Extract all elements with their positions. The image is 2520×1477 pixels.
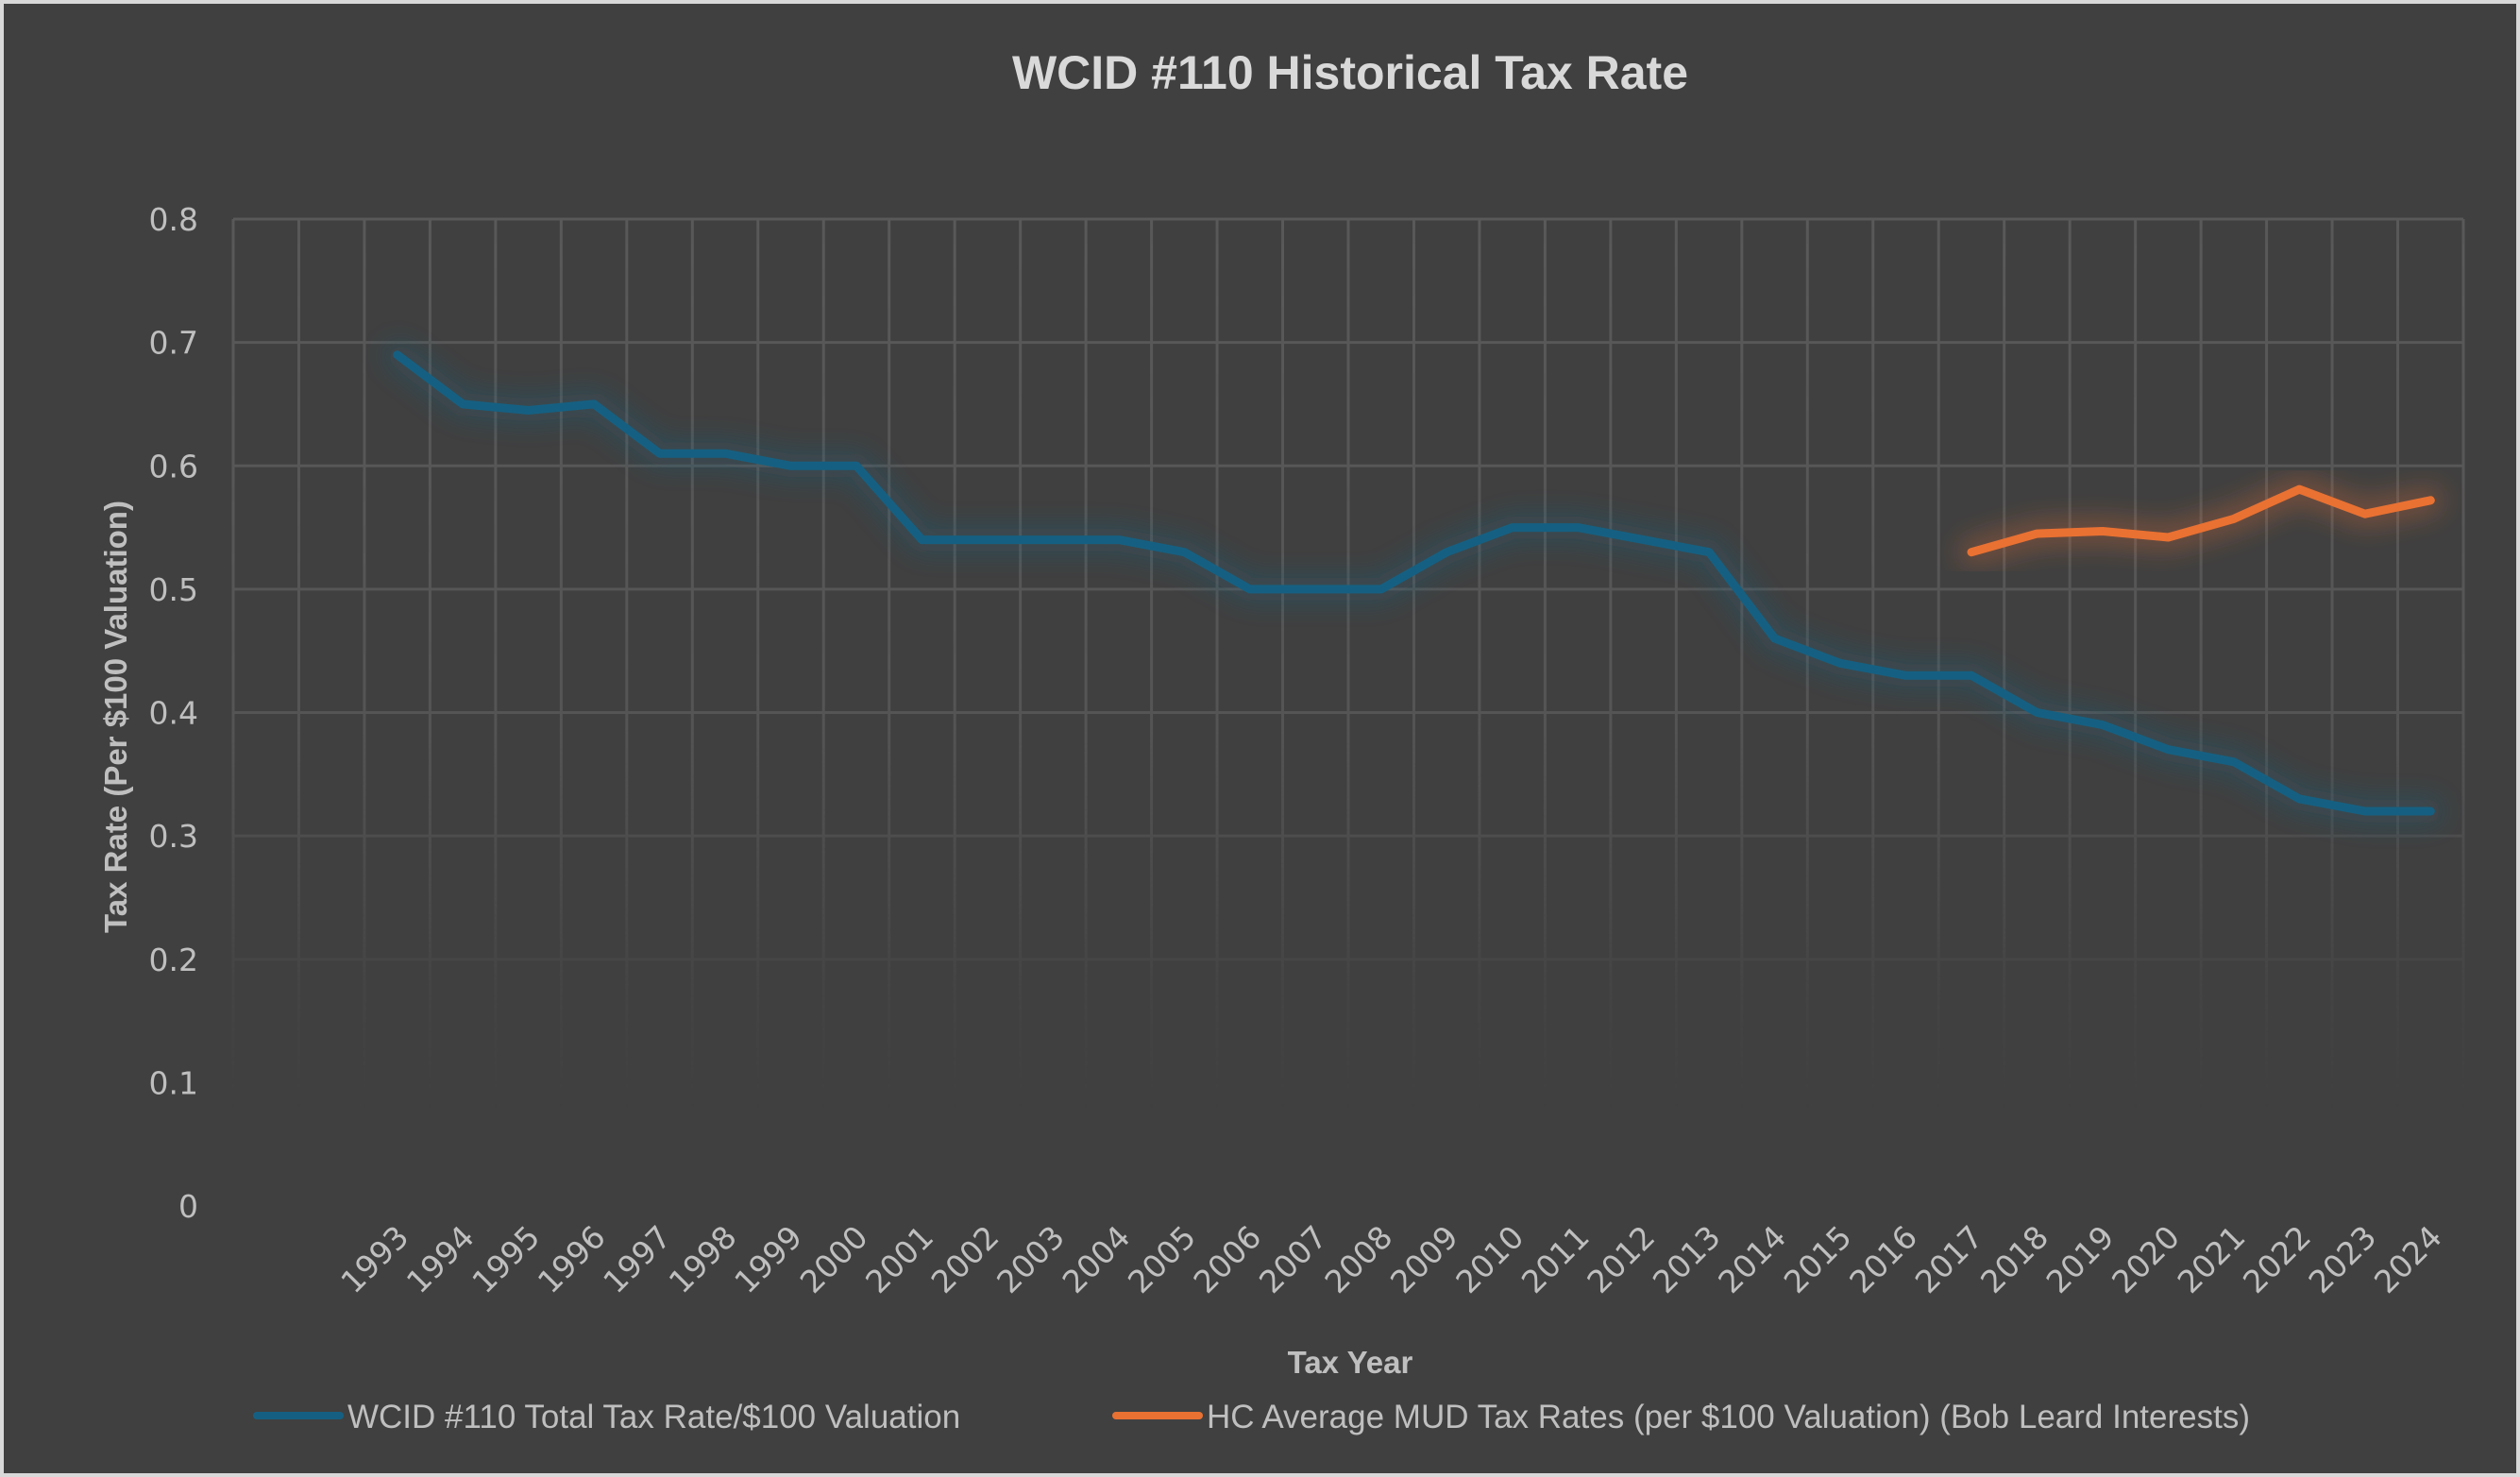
data-point[interactable] xyxy=(987,539,989,541)
data-point[interactable] xyxy=(2036,712,2038,714)
data-point[interactable] xyxy=(1577,527,1579,529)
x-tick-label: 2010 xyxy=(1448,1218,1531,1300)
x-tick-label: 1994 xyxy=(399,1218,482,1300)
x-tick-label: 2013 xyxy=(1646,1218,1728,1300)
data-point[interactable] xyxy=(1249,588,1251,590)
x-tick-label: 2022 xyxy=(2236,1218,2318,1300)
x-tick-label: 2016 xyxy=(1842,1218,1924,1300)
x-tick-label: 2008 xyxy=(1317,1218,1399,1300)
legend-label-hc-average: HC Average MUD Tax Rates (per $100 Valua… xyxy=(1207,1399,2250,1435)
data-point[interactable] xyxy=(2298,798,2300,800)
data-point[interactable] xyxy=(1839,662,1841,664)
data-point[interactable] xyxy=(2364,513,2366,515)
data-point[interactable] xyxy=(1970,552,1972,553)
series-lines xyxy=(384,342,2444,823)
data-point[interactable] xyxy=(1446,552,1447,553)
x-tick-label: 2011 xyxy=(1514,1218,1597,1300)
x-tick-label: 2023 xyxy=(2301,1218,2383,1300)
data-point[interactable] xyxy=(528,409,530,411)
data-point[interactable] xyxy=(2429,810,2431,812)
x-tick-label: 1999 xyxy=(727,1218,809,1300)
x-axis-title: Tax Year xyxy=(1288,1345,1413,1380)
y-tick-label: 0.6 xyxy=(149,448,198,484)
legend: WCID #110 Total Tax Rate/$100 Valuation … xyxy=(253,1399,2250,1435)
x-tick-label: 2024 xyxy=(2367,1218,2449,1300)
data-point[interactable] xyxy=(1905,674,1907,676)
series-line-hc-average[interactable] xyxy=(1967,484,2435,557)
x-tick-label: 2021 xyxy=(2171,1218,2253,1300)
y-axis-title: Tax Rate (Per $100 Valuation) xyxy=(98,501,133,933)
x-tick-label: 2018 xyxy=(1973,1218,2055,1300)
data-point[interactable] xyxy=(462,403,464,405)
data-point[interactable] xyxy=(1970,674,1972,676)
x-tick-label: 2000 xyxy=(793,1218,875,1300)
data-point[interactable] xyxy=(2102,530,2104,532)
x-tick-label: 1996 xyxy=(531,1218,613,1300)
data-point[interactable] xyxy=(1183,552,1185,553)
y-tick-label: 0.4 xyxy=(149,695,198,732)
y-tick-label: 0.2 xyxy=(149,942,198,978)
data-point[interactable] xyxy=(593,403,595,405)
x-tick-label: 2009 xyxy=(1383,1218,1465,1300)
x-tick-label: 2020 xyxy=(2105,1218,2187,1300)
gridlines xyxy=(231,217,2465,1206)
x-tick-label: 2015 xyxy=(1777,1218,1859,1300)
y-tick-label: 0 xyxy=(178,1188,198,1225)
x-tick-label: 2019 xyxy=(2039,1218,2122,1300)
x-tick-label: 2014 xyxy=(1711,1218,1793,1300)
x-tick-label: 2002 xyxy=(924,1218,1006,1300)
series-line-wcid[interactable] xyxy=(393,350,2435,816)
data-point[interactable] xyxy=(2233,761,2235,763)
x-tick-label: 1993 xyxy=(333,1218,415,1300)
y-tick-label: 0.5 xyxy=(149,571,198,608)
x-tick-label: 2001 xyxy=(858,1218,940,1300)
data-point[interactable] xyxy=(1643,539,1645,541)
data-point[interactable] xyxy=(659,452,661,454)
data-point[interactable] xyxy=(790,465,792,467)
data-point[interactable] xyxy=(397,354,398,356)
y-tick-label: 0.1 xyxy=(149,1064,198,1101)
data-point[interactable] xyxy=(724,452,726,454)
x-tick-label: 2006 xyxy=(1186,1218,1268,1300)
x-tick-label: 2004 xyxy=(1056,1218,1138,1300)
x-tick-label: 1997 xyxy=(596,1218,678,1300)
data-point[interactable] xyxy=(2036,533,2038,535)
x-tick-label: 2017 xyxy=(1908,1218,1990,1300)
data-point[interactable] xyxy=(1512,527,1514,529)
x-tick-label: 2012 xyxy=(1580,1218,1662,1300)
legend-item-wcid[interactable]: WCID #110 Total Tax Rate/$100 Valuation xyxy=(253,1399,960,1435)
y-axis-tick-labels: 0 0.1 0.2 0.3 0.4 0.5 0.6 0.7 0.8 xyxy=(149,201,198,1225)
x-tick-label: 1998 xyxy=(662,1218,744,1300)
x-tick-label: 1995 xyxy=(465,1218,547,1300)
data-point[interactable] xyxy=(855,465,857,467)
x-tick-label: 2007 xyxy=(1252,1218,1334,1300)
y-tick-label: 0.3 xyxy=(149,818,198,855)
data-point[interactable] xyxy=(2233,518,2235,519)
legend-label-wcid: WCID #110 Total Tax Rate/$100 Valuation xyxy=(347,1399,960,1435)
x-tick-label: 2005 xyxy=(1121,1218,1203,1300)
data-point[interactable] xyxy=(2364,810,2366,812)
line-chart: WCID #110 Historical Tax Rate 0 0.1 0.2 0.3… xyxy=(98,46,2465,1435)
data-point[interactable] xyxy=(2298,488,2300,490)
x-tick-label: 2003 xyxy=(989,1218,1072,1300)
data-point[interactable] xyxy=(1708,552,1710,553)
data-point[interactable] xyxy=(1380,588,1382,590)
data-point[interactable] xyxy=(1774,637,1776,639)
y-tick-label: 0.7 xyxy=(149,325,198,362)
data-point[interactable] xyxy=(2167,536,2169,538)
data-point[interactable] xyxy=(1314,588,1316,590)
legend-item-hc-average[interactable]: HC Average MUD Tax Rates (per $100 Valua… xyxy=(1112,1399,2250,1435)
data-point[interactable] xyxy=(2167,749,2169,751)
y-tick-label: 0.8 xyxy=(149,201,198,238)
chart-title: WCID #110 Historical Tax Rate xyxy=(1012,46,1688,99)
data-point[interactable] xyxy=(1052,539,1054,541)
data-point[interactable] xyxy=(2429,500,2431,501)
data-point[interactable] xyxy=(921,539,922,541)
data-point[interactable] xyxy=(2102,724,2104,726)
chart-area: WCID #110 Historical Tax Rate 0 0.1 0.2 0.3… xyxy=(4,4,2516,1473)
x-axis-tick-labels: 1993199419951996199719981999200020012002… xyxy=(333,1218,2449,1300)
data-point[interactable] xyxy=(1118,539,1120,541)
